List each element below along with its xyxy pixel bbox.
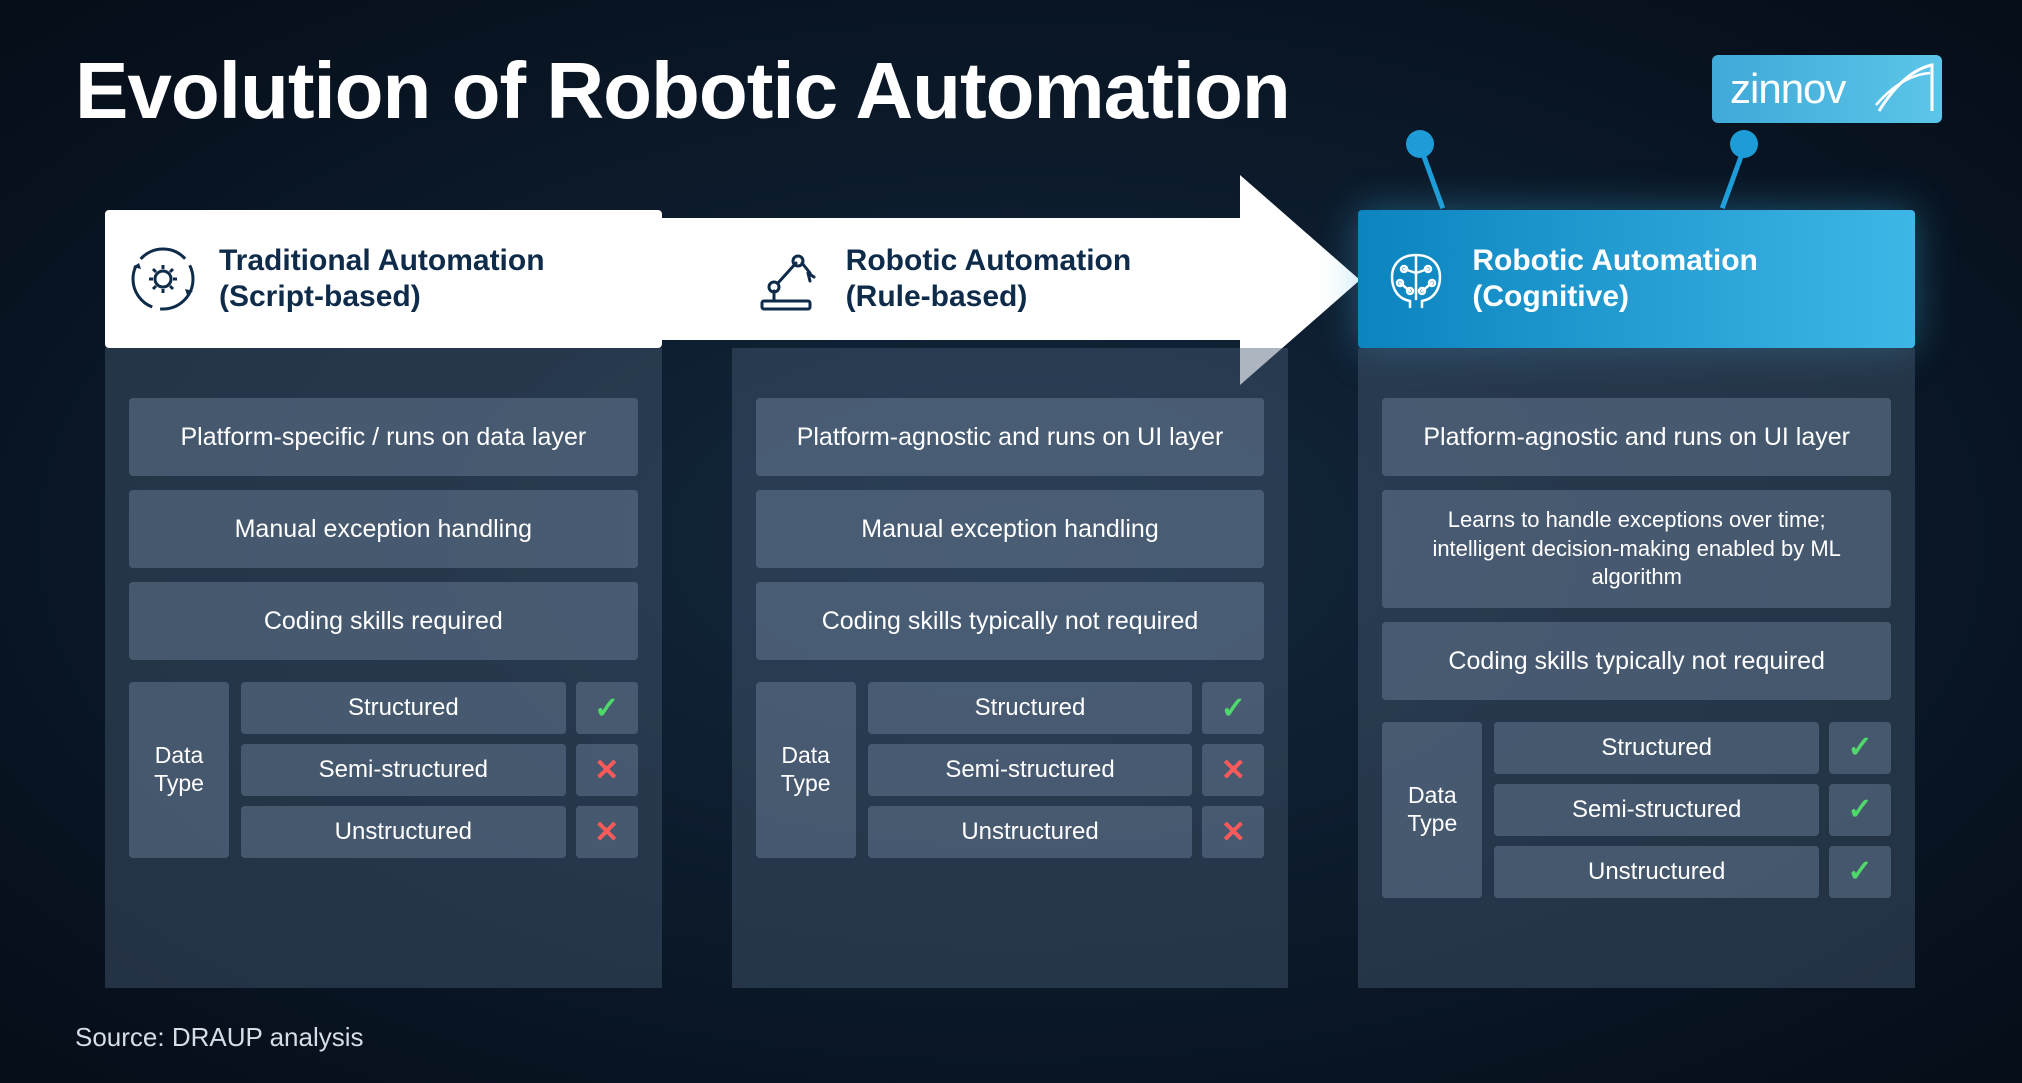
- data-type-section: Data Type Structured ✓ Semi-structured ✕…: [756, 682, 1265, 858]
- check-icon: ✓: [1829, 722, 1891, 774]
- column-title-line1: Robotic Automation: [846, 243, 1132, 279]
- check-icon: ✓: [576, 682, 638, 734]
- feature-box: Learns to handle exceptions over time; i…: [1382, 490, 1891, 608]
- column-header: Robotic Automation (Cognitive): [1358, 210, 1915, 348]
- gear-cycle-icon: [127, 243, 199, 315]
- column-title-line1: Robotic Automation: [1472, 243, 1758, 279]
- column-body: Platform-agnostic and runs on UI layer M…: [732, 348, 1289, 988]
- logo: zinnov: [1712, 55, 1942, 123]
- cross-icon: ✕: [1202, 806, 1264, 858]
- column-rule-based: Robotic Automation (Rule-based) Platform…: [732, 210, 1289, 988]
- data-type-item: Semi-structured: [1494, 784, 1819, 836]
- source-text: Source: DRAUP analysis: [75, 1022, 364, 1053]
- data-type-item: Semi-structured: [868, 744, 1193, 796]
- feature-box: Platform-agnostic and runs on UI layer: [1382, 398, 1891, 476]
- data-type-item: Unstructured: [1494, 846, 1819, 898]
- feature-box: Manual exception handling: [129, 490, 638, 568]
- data-type-item: Unstructured: [241, 806, 566, 858]
- feature-box: Coding skills typically not required: [756, 582, 1265, 660]
- cross-icon: ✕: [576, 744, 638, 796]
- check-icon: ✓: [1829, 784, 1891, 836]
- logo-text: zinnov: [1730, 65, 1845, 113]
- data-type-section: Data Type Structured ✓ Semi-structured ✓…: [1382, 722, 1891, 898]
- data-type-label: Data Type: [129, 682, 229, 858]
- check-icon: ✓: [1829, 846, 1891, 898]
- data-type-section: Data Type Structured ✓ Semi-structured ✕…: [129, 682, 638, 858]
- logo-swoosh-icon: [1874, 61, 1934, 117]
- robot-arm-icon: [754, 243, 826, 315]
- cross-icon: ✕: [1202, 744, 1264, 796]
- column-title-line2: (Cognitive): [1472, 279, 1758, 315]
- column-cognitive: Robotic Automation (Cognitive) Platform-…: [1358, 210, 1915, 988]
- antenna-decoration: [1720, 151, 1745, 209]
- data-type-item: Structured: [1494, 722, 1819, 774]
- feature-box: Platform-specific / runs on data layer: [129, 398, 638, 476]
- brain-icon: [1380, 243, 1452, 315]
- data-type-item: Semi-structured: [241, 744, 566, 796]
- antenna-decoration: [1730, 130, 1758, 158]
- column-header: Traditional Automation (Script-based): [105, 210, 662, 348]
- check-icon: ✓: [1202, 682, 1264, 734]
- data-type-label: Data Type: [756, 682, 856, 858]
- cross-icon: ✕: [576, 806, 638, 858]
- antenna-decoration: [1420, 151, 1445, 209]
- feature-box: Coding skills required: [129, 582, 638, 660]
- column-title-line1: Traditional Automation: [219, 243, 545, 279]
- data-type-label: Data Type: [1382, 722, 1482, 898]
- column-title-line2: (Rule-based): [846, 279, 1132, 315]
- page-title: Evolution of Robotic Automation: [75, 45, 1290, 137]
- data-type-item: Structured: [868, 682, 1193, 734]
- feature-box: Platform-agnostic and runs on UI layer: [756, 398, 1265, 476]
- feature-box: Manual exception handling: [756, 490, 1265, 568]
- column-body: Platform-specific / runs on data layer M…: [105, 348, 662, 988]
- column-traditional: Traditional Automation (Script-based) Pl…: [105, 210, 662, 988]
- data-type-item: Unstructured: [868, 806, 1193, 858]
- feature-box: Coding skills typically not required: [1382, 622, 1891, 700]
- antenna-decoration: [1406, 130, 1434, 158]
- columns-container: Traditional Automation (Script-based) Pl…: [105, 210, 1915, 988]
- column-title-line2: (Script-based): [219, 279, 545, 315]
- data-type-item: Structured: [241, 682, 566, 734]
- column-body: Platform-agnostic and runs on UI layer L…: [1358, 348, 1915, 988]
- column-header: Robotic Automation (Rule-based): [732, 210, 1289, 348]
